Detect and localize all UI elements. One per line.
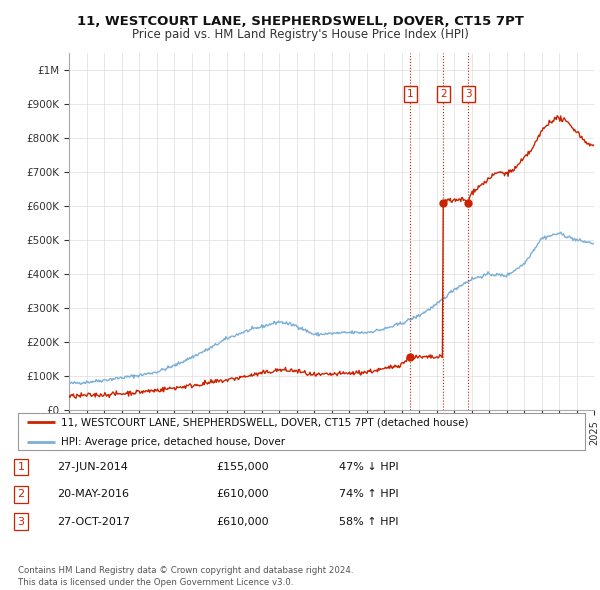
Text: 74% ↑ HPI: 74% ↑ HPI xyxy=(339,490,398,499)
Text: HPI: Average price, detached house, Dover: HPI: Average price, detached house, Dove… xyxy=(61,437,284,447)
Text: 1: 1 xyxy=(407,89,413,99)
Text: 2: 2 xyxy=(440,89,446,99)
Text: 3: 3 xyxy=(17,517,25,526)
Text: 11, WESTCOURT LANE, SHEPHERDSWELL, DOVER, CT15 7PT: 11, WESTCOURT LANE, SHEPHERDSWELL, DOVER… xyxy=(77,15,523,28)
Text: 58% ↑ HPI: 58% ↑ HPI xyxy=(339,517,398,526)
Text: 11, WESTCOURT LANE, SHEPHERDSWELL, DOVER, CT15 7PT (detached house): 11, WESTCOURT LANE, SHEPHERDSWELL, DOVER… xyxy=(61,417,468,427)
Text: 2: 2 xyxy=(17,490,25,499)
Text: 20-MAY-2016: 20-MAY-2016 xyxy=(57,490,129,499)
Text: £610,000: £610,000 xyxy=(216,517,269,526)
Text: 27-JUN-2014: 27-JUN-2014 xyxy=(57,463,128,472)
Text: Contains HM Land Registry data © Crown copyright and database right 2024.
This d: Contains HM Land Registry data © Crown c… xyxy=(18,566,353,587)
Text: Price paid vs. HM Land Registry's House Price Index (HPI): Price paid vs. HM Land Registry's House … xyxy=(131,28,469,41)
Text: £155,000: £155,000 xyxy=(216,463,269,472)
Text: 47% ↓ HPI: 47% ↓ HPI xyxy=(339,463,398,472)
Text: £610,000: £610,000 xyxy=(216,490,269,499)
Text: 1: 1 xyxy=(17,463,25,472)
Text: 3: 3 xyxy=(465,89,472,99)
Text: 27-OCT-2017: 27-OCT-2017 xyxy=(57,517,130,526)
